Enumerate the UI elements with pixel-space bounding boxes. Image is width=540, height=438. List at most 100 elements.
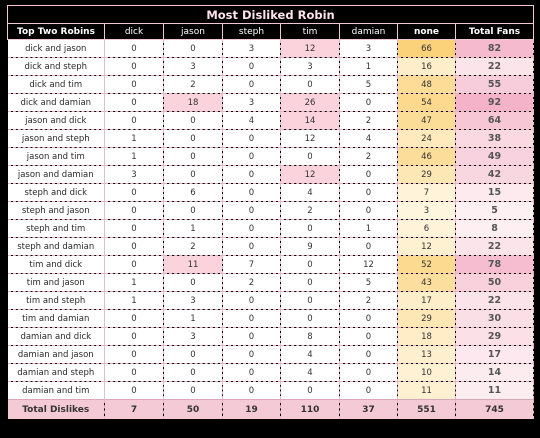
cell-tim: 4	[280, 183, 340, 202]
cell-jason: 6	[163, 183, 223, 202]
table-row: dick and tim 0 2 0 0 5 48 55	[7, 75, 535, 94]
cell-jason: 3	[163, 291, 223, 310]
cell-steph: 0	[222, 309, 281, 328]
cell-steph: 3	[222, 93, 281, 112]
cell-steph: 3	[222, 39, 281, 58]
cell-total-fans: 5	[455, 201, 535, 220]
cell-total-fans: 92	[455, 93, 535, 112]
cell-none: 3	[397, 201, 456, 220]
cell-total-fans: 22	[455, 291, 535, 310]
table-row: steph and damian 0 2 0 9 0 12 22	[7, 237, 535, 256]
cell-tim: 0	[280, 381, 340, 400]
cell-none: 29	[397, 309, 456, 328]
cell-tim: 0	[280, 309, 340, 328]
cell-total-fans: 82	[455, 39, 535, 58]
header-jason: jason	[163, 23, 223, 40]
cell-total-fans: 50	[455, 273, 535, 292]
pair-label: damian and jason	[7, 345, 105, 364]
cell-damian: 4	[339, 129, 398, 148]
cell-jason: 0	[163, 201, 223, 220]
title-row: Most Disliked Robin	[6, 5, 535, 24]
cell-dick: 1	[104, 129, 164, 148]
table-body: dick and jason 0 0 3 12 3 66 82 dick and steph 0 3…	[7, 39, 535, 400]
pair-label: steph and jason	[7, 201, 105, 220]
cell-jason: 0	[163, 381, 223, 400]
header-tim: tim	[280, 23, 340, 40]
cell-dick: 0	[104, 381, 164, 400]
cell-none: 18	[397, 327, 456, 346]
cell-tim: 3	[280, 57, 340, 76]
cell-steph: 2	[222, 273, 281, 292]
cell-steph: 0	[222, 147, 281, 166]
cell-dick: 0	[104, 57, 164, 76]
robin-dislike-table: Most Disliked Robin Top Two Robins dick …	[6, 5, 535, 419]
cell-none: 7	[397, 183, 456, 202]
cell-damian: 12	[339, 255, 398, 274]
table-row: jason and tim 1 0 0 0 2 46 49	[7, 147, 535, 166]
pair-label: steph and dick	[7, 183, 105, 202]
cell-total-fans: 15	[455, 183, 535, 202]
cell-damian: 0	[339, 93, 398, 112]
pair-label: tim and jason	[7, 273, 105, 292]
header-steph: steph	[222, 23, 281, 40]
total-damian: 37	[339, 399, 398, 419]
pair-label: jason and steph	[7, 129, 105, 148]
cell-tim: 2	[280, 201, 340, 220]
cell-tim: 0	[280, 219, 340, 238]
pair-label: dick and steph	[7, 57, 105, 76]
cell-total-fans: 38	[455, 129, 535, 148]
cell-none: 10	[397, 363, 456, 382]
cell-jason: 0	[163, 147, 223, 166]
pair-label: jason and dick	[7, 111, 105, 130]
cell-dick: 0	[104, 255, 164, 274]
table-row: steph and tim 0 1 0 0 1 6 8	[7, 219, 535, 238]
cell-steph: 7	[222, 255, 281, 274]
header-row: Top Two Robins dick jason steph tim dami…	[7, 23, 535, 40]
cell-none: 16	[397, 57, 456, 76]
cell-none: 66	[397, 39, 456, 58]
cell-total-fans: 22	[455, 57, 535, 76]
cell-damian: 0	[339, 165, 398, 184]
header-top-two-robins: Top Two Robins	[7, 23, 105, 40]
cell-jason: 0	[163, 39, 223, 58]
cell-tim: 0	[280, 255, 340, 274]
cell-none: 17	[397, 291, 456, 310]
cell-tim: 12	[280, 39, 340, 58]
cell-total-fans: 42	[455, 165, 535, 184]
cell-none: 43	[397, 273, 456, 292]
table-row: tim and steph 1 3 0 0 2 17 22	[7, 291, 535, 310]
cell-none: 11	[397, 381, 456, 400]
cell-none: 6	[397, 219, 456, 238]
cell-total-fans: 22	[455, 237, 535, 256]
cell-dick: 0	[104, 327, 164, 346]
cell-steph: 0	[222, 363, 281, 382]
total-steph: 19	[222, 399, 281, 419]
cell-damian: 0	[339, 183, 398, 202]
header-none: none	[397, 23, 456, 40]
table-row: damian and jason 0 0 0 4 0 13 17	[7, 345, 535, 364]
header-dick: dick	[104, 23, 164, 40]
table-row: damian and tim 0 0 0 0 0 11 11	[7, 381, 535, 400]
total-jason: 50	[163, 399, 223, 419]
cell-damian: 1	[339, 57, 398, 76]
total-tim: 110	[280, 399, 340, 419]
cell-dick: 1	[104, 273, 164, 292]
table-row: jason and dick 0 0 4 14 2 47 64	[7, 111, 535, 130]
cell-jason: 0	[163, 129, 223, 148]
cell-dick: 0	[104, 75, 164, 94]
cell-steph: 0	[222, 291, 281, 310]
cell-damian: 0	[339, 237, 398, 256]
cell-steph: 0	[222, 219, 281, 238]
cell-jason: 0	[163, 273, 223, 292]
table-row: damian and dick 0 3 0 8 0 18 29	[7, 327, 535, 346]
cell-jason: 2	[163, 75, 223, 94]
cell-none: 46	[397, 147, 456, 166]
cell-tim: 12	[280, 129, 340, 148]
table-row: damian and steph 0 0 0 4 0 10 14	[7, 363, 535, 382]
cell-jason: 1	[163, 219, 223, 238]
cell-tim: 0	[280, 273, 340, 292]
cell-jason: 2	[163, 237, 223, 256]
cell-tim: 9	[280, 237, 340, 256]
cell-none: 24	[397, 129, 456, 148]
table-row: steph and dick 0 6 0 4 0 7 15	[7, 183, 535, 202]
